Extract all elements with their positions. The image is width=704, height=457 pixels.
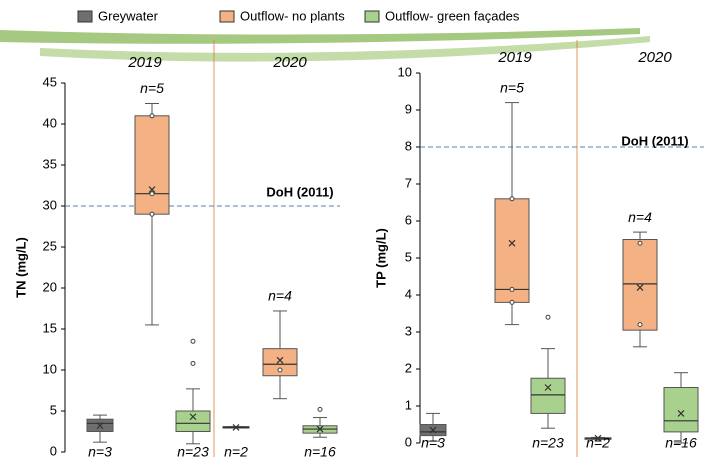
box bbox=[664, 388, 698, 432]
n-label: n=3 bbox=[421, 435, 445, 451]
box bbox=[531, 378, 565, 413]
data-point bbox=[510, 197, 514, 201]
data-point bbox=[510, 300, 514, 304]
y-tick-label: 9 bbox=[405, 101, 412, 116]
y-tick-label: 5 bbox=[405, 249, 412, 264]
y-tick-label: 10 bbox=[398, 64, 412, 79]
y-tick-label: 45 bbox=[43, 74, 57, 89]
y-tick-label: 4 bbox=[405, 286, 412, 301]
legend-label: Outflow- green façades bbox=[385, 8, 520, 23]
data-point bbox=[638, 323, 642, 327]
year-label: 2020 bbox=[637, 49, 672, 66]
y-tick-label: 0 bbox=[405, 434, 412, 449]
year-label: 2020 bbox=[272, 54, 307, 71]
data-point bbox=[191, 361, 195, 365]
y-tick-label: 3 bbox=[405, 323, 412, 338]
y-tick-label: 15 bbox=[43, 320, 57, 335]
chart: Greywater Outflow- no plants Outflow- gree… bbox=[0, 0, 704, 457]
year-label: 2019 bbox=[497, 49, 532, 66]
n-label: n=4 bbox=[628, 209, 652, 225]
data-point bbox=[278, 368, 282, 372]
legend-label: Greywater bbox=[98, 8, 159, 23]
y-tick-label: 20 bbox=[43, 279, 57, 294]
box bbox=[176, 411, 210, 432]
y-tick-label: 35 bbox=[43, 156, 57, 171]
n-label: n=5 bbox=[500, 79, 524, 95]
box bbox=[135, 116, 169, 214]
y-tick-label: 30 bbox=[43, 197, 57, 212]
y-tick-label: 10 bbox=[43, 361, 57, 376]
data-point bbox=[150, 212, 154, 216]
n-label: n=23 bbox=[177, 444, 209, 457]
n-label: n=3 bbox=[88, 444, 112, 457]
decoration bbox=[0, 28, 640, 44]
data-point bbox=[191, 339, 195, 343]
year-label: 2019 bbox=[127, 54, 162, 71]
data-point bbox=[150, 192, 154, 196]
data-point bbox=[318, 407, 322, 411]
y-axis-label: TN (mg/L) bbox=[13, 237, 28, 298]
n-label: n=2 bbox=[586, 435, 610, 451]
data-point bbox=[510, 287, 514, 291]
n-label: n=16 bbox=[304, 444, 336, 457]
y-tick-label: 0 bbox=[50, 443, 57, 457]
n-label: n=2 bbox=[224, 444, 248, 457]
reference-label: DoH (2011) bbox=[621, 133, 688, 148]
n-label: n=16 bbox=[665, 435, 697, 451]
y-tick-label: 8 bbox=[405, 138, 412, 153]
data-point bbox=[150, 114, 154, 118]
y-axis-label: TP (mg/L) bbox=[373, 228, 388, 288]
legend-swatch bbox=[78, 11, 92, 22]
y-tick-label: 2 bbox=[405, 360, 412, 375]
legend-swatch bbox=[220, 11, 234, 22]
y-tick-label: 7 bbox=[405, 175, 412, 190]
box bbox=[623, 240, 657, 331]
legend-label: Outflow- no plants bbox=[240, 8, 345, 23]
y-tick-label: 6 bbox=[405, 212, 412, 227]
reference-label: DoH (2011) bbox=[266, 184, 333, 199]
n-label: n=5 bbox=[140, 80, 164, 96]
y-tick-label: 40 bbox=[43, 115, 57, 130]
y-tick-label: 5 bbox=[50, 402, 57, 417]
box bbox=[495, 199, 529, 303]
legend-swatch bbox=[365, 11, 379, 22]
n-label: n=4 bbox=[268, 288, 292, 304]
y-tick-label: 1 bbox=[405, 397, 412, 412]
data-point bbox=[546, 315, 550, 319]
data-point bbox=[638, 241, 642, 245]
y-tick-label: 25 bbox=[43, 238, 57, 253]
n-label: n=23 bbox=[532, 435, 564, 451]
